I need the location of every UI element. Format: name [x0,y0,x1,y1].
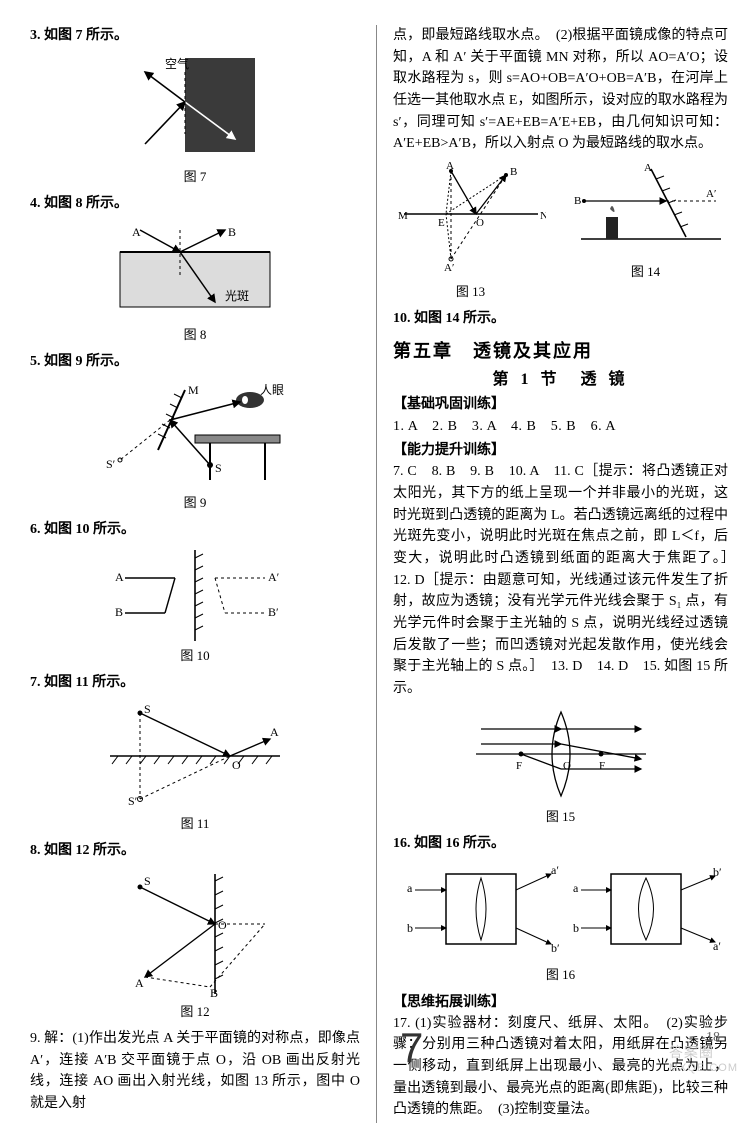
svg-text:A: A [270,725,279,739]
fig7-caption: 图 7 [184,166,207,185]
fig11-svg: S S′ A O [100,701,290,811]
svg-text:O: O [232,758,241,772]
fig14-caption: 图 14 [631,261,660,280]
q8-label: 8. 如图 12 所示。 [30,840,360,861]
svg-text:M: M [398,210,408,222]
fig13-caption: 图 13 [456,281,485,300]
svg-text:A: A [135,976,144,990]
fig9-M: M [188,383,199,397]
q4-label: 4. 如图 8 所示。 [30,193,360,214]
svg-text:b′: b′ [551,941,560,955]
svg-text:O: O [563,760,571,772]
svg-text:N: N [540,210,546,222]
svg-text:S: S [144,702,151,716]
figure-13: M N A B O A′ E 图 13 [396,159,546,300]
mind-training-head: 【思维拓展训练】 [393,991,728,1011]
svg-text:A′: A′ [444,262,454,274]
q9-text: 9. 解：(1)作出发光点 A 关于平面镜的对称点，即像点 A′，连接 A′B … [30,1028,360,1115]
column-divider [376,25,377,1123]
q16-label: 16. 如图 16 所示。 [393,833,728,854]
fig10-caption: 图 10 [180,645,209,664]
svg-text:b: b [573,921,579,935]
watermark-bottom: MXQE.COM [669,1062,738,1074]
ability-para: 7. C 8. B 9. B 10. A 11. C［提示：将凸透镜正对太阳光，… [393,461,728,700]
fig12-svg: S O A B [110,869,280,999]
svg-text:a′: a′ [551,863,559,877]
fig11-caption: 图 11 [181,813,210,832]
svg-text:B: B [510,166,517,178]
handwritten-mark: 7 [400,1024,423,1072]
figure-9: M 人眼 S S′ 图 9 [30,380,360,511]
fig8-B: B [228,225,236,239]
svg-text:S: S [144,874,151,888]
figure-15: F F O 图 15 [393,704,728,825]
svg-text:F: F [599,760,605,772]
fig12-caption: 图 12 [180,1001,209,1020]
svg-text:B: B [210,986,218,999]
fig10-svg: A A′ B B′ [105,548,285,643]
figure-7: 空气 图 7 [30,54,360,185]
q5-label: 5. 如图 9 所示。 [30,351,360,372]
svg-text:A′: A′ [706,188,716,200]
fig16-svg: a b a′ b′ a b b′ a′ [401,862,721,962]
figure-16: a b a′ b′ a b b′ a′ 图 16 [393,862,728,983]
figure-10: A A′ B B′ 图 10 [30,548,360,664]
svg-text:A′: A′ [268,570,280,584]
fig-13-14-row: M N A B O A′ E 图 13 [393,155,728,308]
basic-answers: 1. A 2. B 3. A 4. B 5. B 6. A [393,415,728,435]
watermark: 答案圈 MXQE.COM [669,1042,738,1074]
q10-label: 10. 如图 14 所示。 [393,308,728,329]
fig9-svg: M 人眼 S S′ [100,380,290,490]
fig9-Sp: S′ [106,457,116,471]
svg-text:b′: b′ [713,865,721,879]
q9-continuation: 点，即最短路线取水点。 (2)根据平面镜成像的特点可知，A 和 A′ 关于平面镜… [393,25,728,155]
fig15-caption: 图 15 [546,806,575,825]
fig7-air-label: 空气 [165,56,189,71]
svg-text:A: A [115,570,124,584]
figure-11: S S′ A O 图 11 [30,701,360,832]
svg-text:a′: a′ [713,939,721,953]
page-root: 3. 如图 7 所示。 空气 图 7 4. 如图 8 所示。 [0,0,750,1148]
fig8-caption: 图 8 [184,324,207,343]
svg-text:b: b [407,921,413,935]
section-title: 第 1 节 透 镜 [393,365,728,389]
q6-label: 6. 如图 10 所示。 [30,519,360,540]
figure-12: S O A B 图 12 [30,869,360,1020]
fig9-eye: 人眼 [260,383,284,397]
q3-label: 3. 如图 7 所示。 [30,25,360,46]
svg-text:B: B [115,605,123,619]
fig15-svg: F F O [471,704,651,804]
svg-text:A: A [446,160,454,172]
q7-label: 7. 如图 11 所示。 [30,672,360,693]
fig14-svg: B A′ A [566,159,726,259]
fig8-svg: A B 光斑 [110,222,280,322]
fig16-caption: 图 16 [546,964,575,983]
figure-8: A B 光斑 图 8 [30,222,360,343]
fig7-svg: 空气 [125,54,265,164]
ability-training-head: 【能力提升训练】 [393,439,728,459]
svg-text:F: F [516,760,522,772]
svg-text:a: a [407,881,413,895]
watermark-top: 答案圈 [669,1042,738,1062]
chapter-title: 第五章 透镜及其应用 [393,337,728,363]
fig13-svg: M N A B O A′ E [396,159,546,279]
svg-text:S′: S′ [128,794,138,808]
svg-text:S: S [215,461,222,475]
fig9-caption: 图 9 [184,492,207,511]
svg-text:A: A [644,162,652,174]
basic-training-head: 【基础巩固训练】 [393,393,728,413]
svg-text:O: O [476,217,484,229]
svg-text:E: E [438,217,445,229]
left-column: 3. 如图 7 所示。 空气 图 7 4. 如图 8 所示。 [30,25,360,1123]
fig8-spot: 光斑 [225,289,249,303]
svg-text:a: a [573,881,579,895]
svg-text:B: B [574,195,581,207]
svg-text:B′: B′ [268,605,279,619]
fig8-A: A [132,225,141,239]
svg-text:O: O [218,918,227,932]
figure-14: B A′ A 图 14 [566,159,726,300]
right-column: 点，即最短路线取水点。 (2)根据平面镜成像的特点可知，A 和 A′ 关于平面镜… [393,25,728,1123]
